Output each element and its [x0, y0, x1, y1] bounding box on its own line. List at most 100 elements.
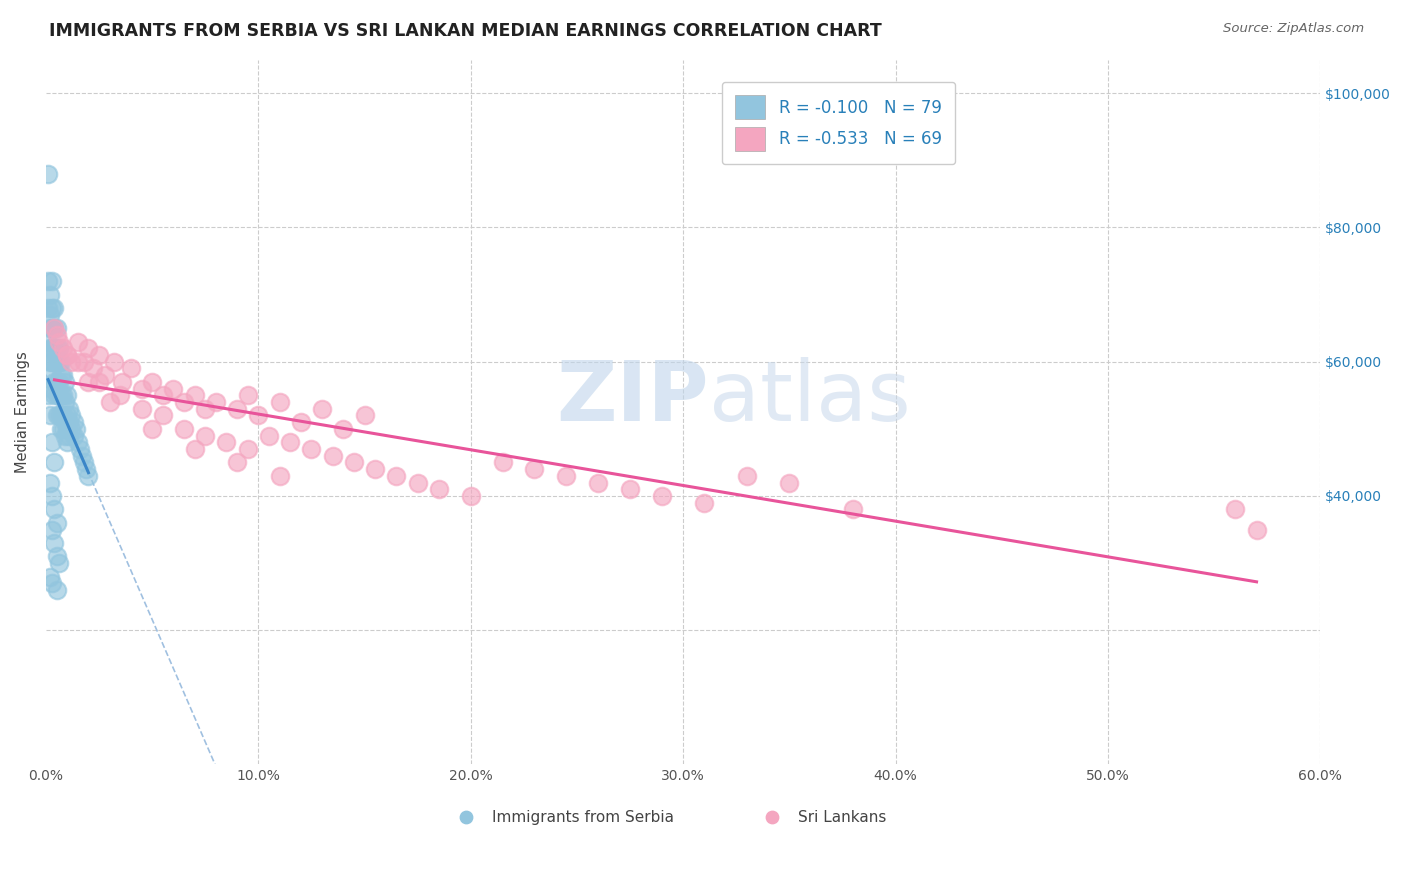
Point — [269, 395, 291, 409]
Point — [53, 395, 76, 409]
Point — [278, 435, 301, 450]
Point — [70, 449, 93, 463]
Text: ZIP: ZIP — [557, 358, 709, 439]
Point — [41, 523, 63, 537]
Point — [41, 341, 63, 355]
Point — [49, 422, 72, 436]
Point — [205, 395, 228, 409]
Point — [53, 415, 76, 429]
Point — [120, 361, 142, 376]
Point — [58, 428, 80, 442]
Point — [301, 442, 323, 456]
Point — [44, 341, 66, 355]
Point — [73, 455, 96, 469]
Point — [48, 354, 70, 368]
Point — [45, 409, 67, 423]
Point — [141, 422, 163, 436]
Point — [45, 388, 67, 402]
Point — [41, 368, 63, 383]
Point — [173, 395, 195, 409]
Point — [49, 354, 72, 368]
Point — [183, 388, 205, 402]
Point — [226, 401, 249, 416]
Point — [45, 375, 67, 389]
Text: atlas: atlas — [709, 358, 910, 439]
Point — [48, 556, 70, 570]
Point — [41, 576, 63, 591]
Point — [131, 401, 153, 416]
Point — [45, 327, 67, 342]
Point — [39, 354, 62, 368]
Point — [41, 354, 63, 368]
Point — [44, 536, 66, 550]
Point — [523, 462, 546, 476]
Point — [735, 757, 758, 772]
Point — [491, 455, 513, 469]
Point — [619, 482, 641, 496]
Point — [66, 435, 89, 450]
Point — [56, 435, 79, 450]
Point — [1246, 757, 1268, 772]
Point — [69, 442, 91, 456]
Point — [44, 375, 66, 389]
Point — [39, 409, 62, 423]
Point — [247, 409, 270, 423]
Point — [53, 428, 76, 442]
Point — [555, 468, 578, 483]
Point — [48, 341, 70, 355]
Point — [131, 382, 153, 396]
Point — [56, 388, 79, 402]
Point — [44, 388, 66, 402]
Point — [48, 409, 70, 423]
Point — [226, 455, 249, 469]
Point — [87, 375, 110, 389]
Point — [406, 475, 429, 490]
Point — [257, 428, 280, 442]
Point — [778, 475, 800, 490]
Point — [44, 321, 66, 335]
Point — [141, 375, 163, 389]
Point — [56, 409, 79, 423]
Point — [194, 428, 217, 442]
Point — [110, 388, 132, 402]
Point — [39, 321, 62, 335]
Point — [39, 308, 62, 322]
Point — [58, 401, 80, 416]
Point — [41, 321, 63, 335]
Point — [693, 496, 716, 510]
Point — [48, 334, 70, 349]
Point — [62, 428, 84, 442]
Point — [45, 549, 67, 564]
Point — [48, 388, 70, 402]
Point — [842, 502, 865, 516]
Text: Sri Lankans: Sri Lankans — [797, 810, 886, 825]
Point — [152, 409, 174, 423]
Point — [460, 489, 482, 503]
Legend: R = -0.100   N = 79, R = -0.533   N = 69: R = -0.100 N = 79, R = -0.533 N = 69 — [723, 82, 955, 164]
Point — [77, 375, 100, 389]
Point — [52, 409, 75, 423]
Point — [103, 354, 125, 368]
Point — [162, 382, 184, 396]
Point — [735, 468, 758, 483]
Text: Source: ZipAtlas.com: Source: ZipAtlas.com — [1223, 22, 1364, 36]
Point — [45, 321, 67, 335]
Point — [44, 354, 66, 368]
Text: Immigrants from Serbia: Immigrants from Serbia — [492, 810, 673, 825]
Point — [45, 341, 67, 355]
Point — [45, 354, 67, 368]
Point — [269, 468, 291, 483]
Point — [41, 274, 63, 288]
Point — [194, 401, 217, 416]
Point — [37, 274, 59, 288]
Point — [65, 422, 87, 436]
Point — [56, 422, 79, 436]
Point — [41, 435, 63, 450]
Point — [322, 449, 344, 463]
Point — [87, 348, 110, 362]
Point — [48, 375, 70, 389]
Point — [1246, 523, 1268, 537]
Point — [236, 388, 259, 402]
Point — [39, 475, 62, 490]
Point — [60, 354, 83, 368]
